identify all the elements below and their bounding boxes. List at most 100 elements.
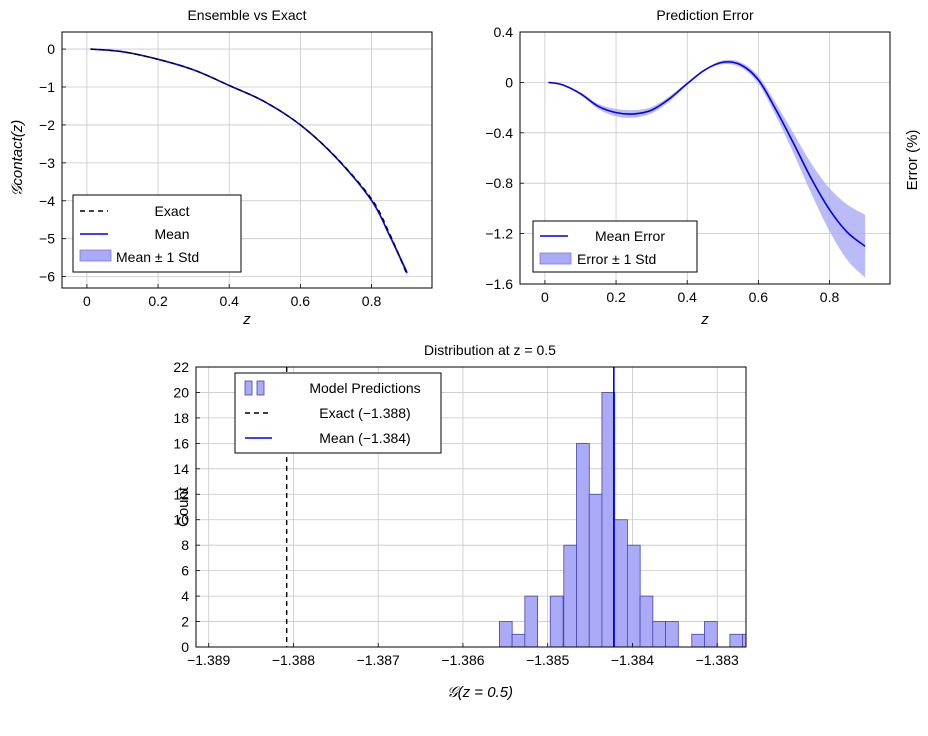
- histogram-bar: [563, 544, 577, 647]
- chart2-xlabel: z: [700, 311, 709, 328]
- histogram-bar: [652, 621, 666, 647]
- chart1-ytick-label: −2: [39, 117, 55, 133]
- chart1-ylabel: 𝒢contact(z): [9, 120, 26, 197]
- histogram-bar: [576, 442, 590, 647]
- histogram-bar: [626, 544, 641, 647]
- chart1-xtick-label: 0.2: [148, 293, 168, 309]
- chart3-ytick-label: 6: [181, 563, 189, 579]
- chart3-xtick-label: −1.385: [526, 652, 569, 668]
- chart2-ytick-label: 0.4: [494, 24, 514, 40]
- chart2-ytick-label: −0.4: [485, 125, 513, 141]
- legend-exact-line-label: Exact (−1.388): [319, 405, 410, 421]
- chart1-legend: Exact Mean Mean ± 1 Std: [72, 194, 242, 273]
- chart2-ytick-label: −1.2: [485, 226, 513, 242]
- chart-error: Prediction Error 0 0.2 0.4 0.6 0.8 0.4 0 −0.4 −…: [485, 7, 921, 328]
- chart3-xtick-label: −1.384: [611, 652, 654, 668]
- chart1-ytick-label: 0: [47, 41, 55, 57]
- histogram-bar: [549, 595, 564, 647]
- chart3-xlabel: 𝒢(z = 0.5): [447, 684, 513, 701]
- legend-exact-label: Exact: [154, 203, 189, 219]
- histogram-bar: [511, 633, 526, 647]
- chart3-legend-box: [234, 372, 442, 454]
- legend-mean-error-label: Mean Error: [595, 228, 665, 244]
- chart2-yticks: 0.4 0 −0.4 −0.8 −1.2 −1.6: [485, 24, 524, 292]
- chart2-ylabel: Error (%): [904, 130, 921, 191]
- chart3-ylabel: Count: [175, 486, 192, 527]
- chart3-ytick-label: 0: [181, 639, 189, 655]
- chart1-xtick-label: 0.6: [291, 293, 311, 309]
- chart3-ytick-label: 10: [173, 512, 189, 528]
- chart-ensemble: Ensemble vs Exact 0 0.2 0.4 0.6 0.8 0 −1 −2 −3 −…: [9, 7, 433, 328]
- chart1-title: Ensemble vs Exact: [187, 7, 306, 23]
- histogram-bar: [729, 633, 744, 647]
- legend-hist-swatch: [244, 380, 265, 396]
- chart1-ytick-label: −1: [39, 79, 55, 95]
- chart1-frame: [61, 31, 433, 289]
- chart2-legend: Mean Error Error ± 1 Std: [532, 220, 698, 273]
- chart-distribution: Distribution at z = 0.5 −1.389 −1.388 −1.3…: [173, 342, 747, 701]
- chart2-ytick-label: −1.6: [485, 276, 513, 292]
- chart1-xlabel: z: [242, 311, 251, 328]
- chart3-xtick-label: −1.387: [357, 652, 400, 668]
- chart2-frame: [519, 31, 891, 285]
- chart2-xticks: 0 0.2 0.4 0.6 0.8: [541, 280, 839, 305]
- histogram-bar: [524, 595, 539, 647]
- chart2-lines: [548, 61, 866, 247]
- chart3-ytick-label: 22: [173, 359, 189, 375]
- chart3-ytick-label: 12: [173, 486, 189, 502]
- chart3-ytick-label: 18: [173, 410, 189, 426]
- chart3-ytick-label: 8: [181, 537, 189, 553]
- chart2-xtick-label: 0.4: [677, 289, 697, 305]
- chart2-ytick-label: 0: [505, 74, 513, 90]
- legend-error-std-label: Error ± 1 Std: [577, 251, 656, 267]
- chart1-ytick-label: −4: [39, 193, 55, 209]
- chart2-title: Prediction Error: [656, 7, 754, 23]
- chart2-xtick-label: 0.2: [606, 289, 626, 305]
- chart2-ytick-label: −0.8: [485, 175, 513, 191]
- histogram-bar: [639, 595, 654, 647]
- chart2-xtick-label: 0.8: [820, 289, 840, 305]
- chart3-title: Distribution at z = 0.5: [424, 342, 556, 358]
- histogram-bar: [691, 633, 705, 647]
- chart3-xtick-label: −1.386: [441, 652, 484, 668]
- chart3-yticks: 0 2 4 6 8 10 12 14 16 18 20 22: [173, 359, 200, 655]
- chart1-ytick-label: −3: [39, 155, 55, 171]
- chart1-xtick-label: 0: [83, 293, 91, 309]
- chart3-ytick-label: 20: [173, 384, 189, 400]
- histogram-bar: [498, 621, 513, 647]
- legend-std-swatch: [79, 249, 112, 262]
- chart2-mean-error-line: [548, 61, 866, 247]
- chart3-xtick-label: −1.388: [272, 652, 315, 668]
- chart2-xtick-label: 0: [541, 289, 549, 305]
- histogram-bar: [601, 392, 616, 647]
- histogram-bar: [742, 633, 746, 647]
- chart3-bars: [498, 392, 746, 647]
- chart1-yticks: 0 −1 −2 −3 −4 −5 −6: [39, 41, 66, 285]
- chart3-xtick-label: −1.383: [696, 652, 739, 668]
- histogram-bar: [588, 493, 603, 647]
- chart1-xtick-label: 0.8: [362, 293, 382, 309]
- chart1-xticks: 0 0.2 0.4 0.6 0.8: [83, 284, 381, 309]
- chart2-xtick-label: 0.6: [749, 289, 769, 305]
- chart1-ytick-label: −5: [39, 231, 55, 247]
- chart3-frame: [195, 366, 747, 648]
- chart3-xtick-label: −1.389: [187, 652, 230, 668]
- legend-error-std-swatch: [539, 252, 572, 265]
- chart3-ytick-label: 2: [181, 614, 189, 630]
- chart3-ytick-label: 16: [173, 435, 189, 451]
- legend-mean-label: Mean: [154, 226, 189, 242]
- histogram-bar: [704, 621, 718, 647]
- histogram-bar: [665, 621, 679, 647]
- histogram-bar: [614, 519, 628, 647]
- legend-hist-label: Model Predictions: [309, 380, 420, 396]
- legend-mean-line-label: Mean (−1.384): [319, 430, 410, 446]
- chart1-ytick-label: −6: [39, 269, 55, 285]
- chart3-ytick-label: 4: [181, 588, 189, 604]
- chart1-xtick-label: 0.4: [219, 293, 239, 309]
- chart1-lines: [90, 48, 408, 276]
- chart3-legend: Model Predictions Exact (−1.388) Mean (−…: [234, 372, 442, 454]
- legend-std-label: Mean ± 1 Std: [116, 249, 199, 265]
- chart3-ytick-label: 14: [173, 461, 189, 477]
- chart1-exact-line: [90, 48, 408, 276]
